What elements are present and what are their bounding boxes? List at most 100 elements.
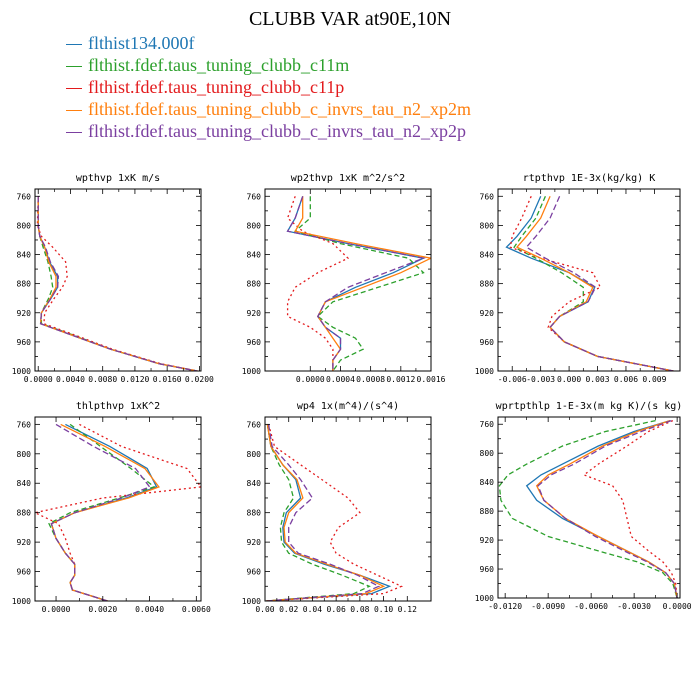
series-line-1 [525, 419, 678, 598]
series-line-1 [50, 423, 158, 601]
y-tick-label: 800 [480, 221, 495, 230]
x-tick-label: 0.0012 [386, 375, 415, 384]
y-tick-label: 840 [247, 251, 262, 260]
x-tick-label: 0.12 [398, 605, 417, 614]
legend-label: flthist.fdef.taus_tuning_clubb_c_invrs_t… [88, 121, 466, 141]
series-line-2 [37, 196, 198, 371]
y-tick-label: 760 [480, 192, 495, 201]
y-tick-label: 840 [17, 479, 32, 488]
panel-title: wpthvp 1xK m/s [76, 173, 160, 184]
series-group [266, 424, 404, 601]
x-tick-label: 0.0200 [185, 375, 214, 384]
y-tick-label: 1000 [475, 594, 494, 603]
x-tick-label: -0.003 [526, 375, 555, 384]
legend-swatch [66, 110, 82, 112]
chart-panel-5: wp4 1x(m^4)/(s^4)76080084088092096010000… [242, 401, 432, 614]
x-tick-label: 0.0000 [663, 602, 692, 611]
series-group [36, 196, 198, 371]
y-tick-label: 760 [17, 192, 32, 201]
y-tick-label: 1000 [12, 367, 31, 376]
figure-title: CLUBB VAR at90E,10N [248, 8, 452, 30]
y-tick-label: 880 [17, 280, 32, 289]
legend-swatch [66, 132, 82, 134]
y-tick-label: 960 [480, 565, 495, 574]
x-tick-label: 0.0000 [42, 605, 71, 614]
chart-panel-3: rtpthvp 1E-3x(kg/kg) K 760 800 840 880 920 960… [475, 173, 681, 384]
y-tick-label: 880 [480, 280, 495, 289]
series-line-1 [505, 196, 674, 371]
legend-entry-xp2p: flthist.fdef.taus_tuning_clubb_c_invrs_t… [66, 120, 471, 142]
panel-title: thlpthvp 1xK^2 [76, 401, 160, 412]
panel-title: rtpthvp 1E-3x(kg/kg) K [523, 173, 655, 184]
y-tick-label: 880 [247, 280, 262, 289]
x-tick-label: 0.0080 [88, 375, 117, 384]
series-line-5 [286, 196, 426, 371]
x-tick-label: 0.003 [585, 375, 609, 384]
legend-label: flthist.fdef.taus_tuning_clubb_c11m [88, 55, 350, 75]
legend-swatch [66, 88, 82, 90]
series-line-3 [286, 196, 350, 371]
y-tick-label: 960 [247, 568, 262, 577]
y-tick-label: 920 [17, 309, 32, 318]
legend-label: flthist134.000f [88, 33, 195, 53]
series-line-5 [525, 196, 674, 371]
series-group [498, 419, 678, 598]
plot-frame [264, 188, 432, 372]
plot-frame [34, 416, 202, 602]
x-tick-label: 0.006 [614, 375, 638, 384]
x-tick-label: 0.06 [327, 605, 346, 614]
series-line-4 [37, 196, 198, 371]
series-line-5 [266, 424, 381, 601]
x-tick-label: 0.0004 [326, 375, 355, 384]
x-tick-label: -0.0090 [531, 602, 565, 611]
y-tick-label: 960 [17, 338, 32, 347]
legend-entry-control: flthist134.000f [66, 32, 471, 54]
y-tick-label: 760 [17, 420, 32, 429]
x-tick-label: 0.0160 [153, 375, 182, 384]
y-tick-label: 1000 [12, 597, 31, 606]
y-tick-label: 800 [480, 449, 495, 458]
series-line-4 [535, 419, 678, 598]
x-tick-label: 0.0008 [356, 375, 385, 384]
x-tick-label: -0.0030 [617, 602, 651, 611]
series-line-3 [509, 196, 674, 371]
series-line-5 [537, 419, 678, 598]
x-tick-label: -0.0120 [488, 602, 522, 611]
x-tick-label: 0.0000 [296, 375, 325, 384]
y-tick-label: 960 [480, 338, 495, 347]
series-line-4 [266, 424, 386, 601]
series-line-3 [36, 196, 198, 371]
y-tick-label: 840 [480, 251, 495, 260]
y-tick-label: 840 [480, 478, 495, 487]
legend-label: flthist.fdef.taus_tuning_clubb_c_invrs_t… [88, 99, 471, 119]
legend-swatch [66, 66, 82, 68]
x-tick-label: 0.0020 [88, 605, 117, 614]
chart-panel-1: wpthvp 1xK m/s76080084088092096010000.00… [12, 173, 214, 384]
x-tick-label: 0.10 [374, 605, 393, 614]
panel-title: wp2thvp 1xK m^2/s^2 [291, 173, 405, 184]
x-tick-label: -0.006 [498, 375, 527, 384]
y-tick-label: 800 [17, 221, 32, 230]
series-line-2 [498, 419, 678, 598]
x-tick-label: 0.0000 [24, 375, 53, 384]
plot-frame [497, 188, 681, 372]
y-tick-label: 880 [480, 507, 495, 516]
y-tick-label: 960 [247, 338, 262, 347]
legend-entry-c11p: flthist.fdef.taus_tuning_clubb_c11p [66, 76, 471, 98]
y-tick-label: 960 [17, 568, 32, 577]
y-tick-label: 840 [247, 479, 262, 488]
x-tick-label: -0.0060 [574, 602, 608, 611]
series-line-1 [286, 196, 426, 371]
x-tick-label: 0.0040 [56, 375, 85, 384]
x-tick-label: 0.0060 [182, 605, 211, 614]
x-tick-label: 0.02 [279, 605, 298, 614]
legend: flthist134.000f flthist.fdef.taus_tuning… [66, 32, 471, 142]
y-tick-label: 760 [247, 420, 262, 429]
chart-panel-6: wprtpthlp 1-E-3x(m kg K)/(s kg)760 800 840… [475, 401, 692, 611]
chart-panel-4: thlpthvp 1xK^2 760 800 840 880 920 960 1000 0.00… [12, 401, 211, 614]
y-tick-label: 920 [247, 309, 262, 318]
x-tick-label: 0.0120 [120, 375, 149, 384]
panel-title: wprtpthlp 1-E-3x(m kg K)/(s kg) [496, 401, 683, 412]
x-tick-label: 0.000 [557, 375, 581, 384]
